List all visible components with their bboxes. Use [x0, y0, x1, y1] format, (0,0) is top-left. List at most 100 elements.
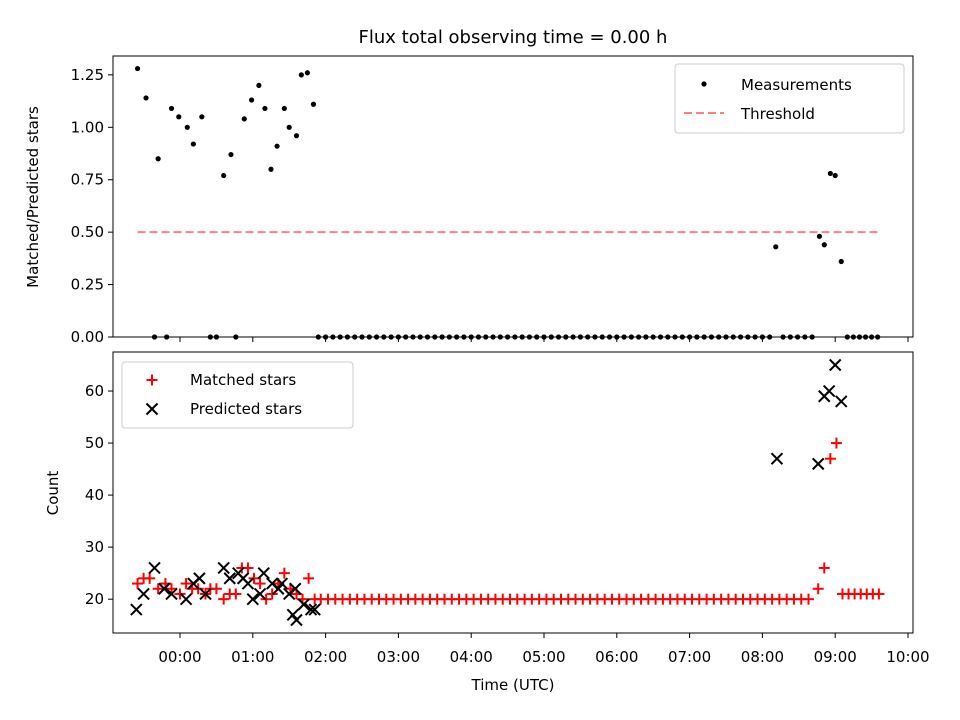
predicted-star-marker: [223, 572, 236, 585]
measurement-point: [143, 95, 149, 101]
predicted-star-marker: [308, 603, 321, 616]
legend-matched-marker: [146, 374, 158, 386]
matched-star-marker: [254, 578, 266, 590]
top-axes: 0.00 0.25 0.50 0.75 1.00 1.25 Matched/Predict…: [24, 55, 914, 346]
measurement-point: [155, 156, 161, 162]
measurement-point: [168, 105, 175, 112]
predicted-star-marker: [148, 561, 161, 575]
predicted-star-marker: [158, 582, 171, 595]
top-y-tick-label: 1.00: [71, 118, 104, 136]
bottom-y-tick-label: 40: [85, 486, 104, 504]
legend-threshold-label: Threshold: [740, 105, 815, 123]
measurement-point: [304, 70, 310, 76]
top-y-tick-label: 1.25: [71, 66, 104, 84]
predicted-star-marker: [812, 457, 825, 471]
measurement-point: [262, 105, 268, 112]
legend-measurements-label: Measurements: [741, 76, 852, 94]
predicted-star-marker: [272, 582, 285, 595]
predicted-star-marker: [828, 358, 842, 372]
matched-star-marker: [180, 578, 192, 590]
predicted-star-marker: [297, 598, 310, 611]
matched-star-marker: [230, 588, 242, 600]
bottom-y-tick-label: 30: [85, 538, 104, 556]
top-axes-frame: [112, 55, 914, 338]
x-tick-label: 09:00: [814, 648, 857, 666]
bottom-y-tick-label: 50: [85, 434, 104, 452]
predicted-star-marker: [304, 603, 318, 616]
measurement-point: [816, 233, 823, 239]
x-tick-label: 08:00: [741, 648, 784, 666]
legend-predicted-marker: [145, 402, 159, 416]
matched-star-marker: [824, 453, 836, 465]
chart-title: Flux total observing time = 0.00 h: [359, 27, 668, 48]
bottom-axes-frame: [112, 351, 914, 634]
bottom-y-axis-label: Count: [44, 471, 62, 516]
measurement-point: [256, 82, 262, 88]
measurement-point: [176, 114, 182, 120]
matched-star-marker: [303, 572, 315, 584]
predicted-star-marker: [241, 577, 255, 590]
measurement-point: [199, 114, 205, 120]
predicted-star-marker: [253, 587, 267, 601]
predicted-star-marker: [289, 582, 302, 595]
x-tick-label: 03:00: [377, 648, 420, 666]
matched-star-marker: [144, 572, 156, 584]
top-y-tick-label: 0.50: [71, 223, 104, 241]
x-tick-label: 01:00: [231, 648, 274, 666]
x-axis-label: Time (UTC): [471, 676, 555, 694]
measurement-point: [298, 72, 304, 78]
legend-box: [121, 361, 354, 429]
x-tick-label: 02:00: [304, 648, 347, 666]
matched-star-marker: [174, 588, 186, 600]
x-tick-label: 06:00: [595, 648, 638, 666]
predicted-star-marker: [275, 577, 289, 590]
measurement-point: [832, 172, 838, 179]
measurement-point: [134, 65, 141, 72]
legend-box: [674, 63, 905, 134]
predicted-star-marker: [246, 592, 260, 606]
predicted-star-marker: [130, 603, 143, 616]
measurement-point: [268, 166, 274, 172]
matched-star-marker: [132, 578, 144, 590]
bottom-plot-area: [130, 358, 885, 627]
measurement-point: [221, 172, 227, 179]
predicted-star-marker: [770, 452, 784, 465]
legend-predicted-label: Predicted stars: [190, 400, 302, 418]
matched-star-marker: [278, 567, 290, 579]
predicted-star-marker: [199, 587, 212, 601]
measurement-point: [838, 258, 844, 265]
bottom-y-tick-label: 20: [85, 590, 104, 608]
measurement-point: [184, 124, 190, 130]
matched-star-marker: [266, 588, 278, 600]
predicted-star-marker: [217, 561, 230, 575]
bottom-y-tick-label: 60: [85, 382, 104, 400]
measurement-point: [228, 151, 234, 158]
x-tick-label: 05:00: [522, 648, 565, 666]
top-y-axis-label: Matched/Predicted stars: [24, 106, 42, 288]
matched-star-marker: [218, 593, 230, 605]
measurement-point: [248, 97, 255, 103]
bottom-legend: Matched stars Predicted stars: [121, 361, 354, 429]
measurement-point: [281, 105, 287, 112]
measurement-point: [286, 124, 292, 130]
matched-star-marker: [152, 583, 164, 595]
x-tick-label: 00:00: [158, 648, 201, 666]
predicted-star-marker: [835, 395, 848, 408]
matched-star-marker: [812, 583, 824, 595]
matched-star-marker: [210, 583, 222, 595]
measurement-point: [827, 170, 833, 177]
predicted-star-marker: [137, 587, 150, 601]
matched-star-marker: [830, 437, 842, 449]
measurement-point: [241, 116, 247, 122]
top-y-tick-label: 0.25: [71, 276, 104, 294]
x-tick-label: 07:00: [668, 648, 711, 666]
x-tick-label: 04:00: [450, 648, 493, 666]
legend-matched-label: Matched stars: [190, 371, 296, 389]
matched-star-marker: [248, 572, 260, 584]
bottom-axes: 20 30 40 50 60 00:00 01:00 02:00 03:00 04:00 05:00…: [44, 351, 930, 694]
matched-star-marker: [873, 588, 885, 600]
matched-star-marker: [260, 593, 272, 605]
predicted-star-marker: [257, 566, 270, 580]
x-tick-label: 10:00: [886, 648, 929, 666]
